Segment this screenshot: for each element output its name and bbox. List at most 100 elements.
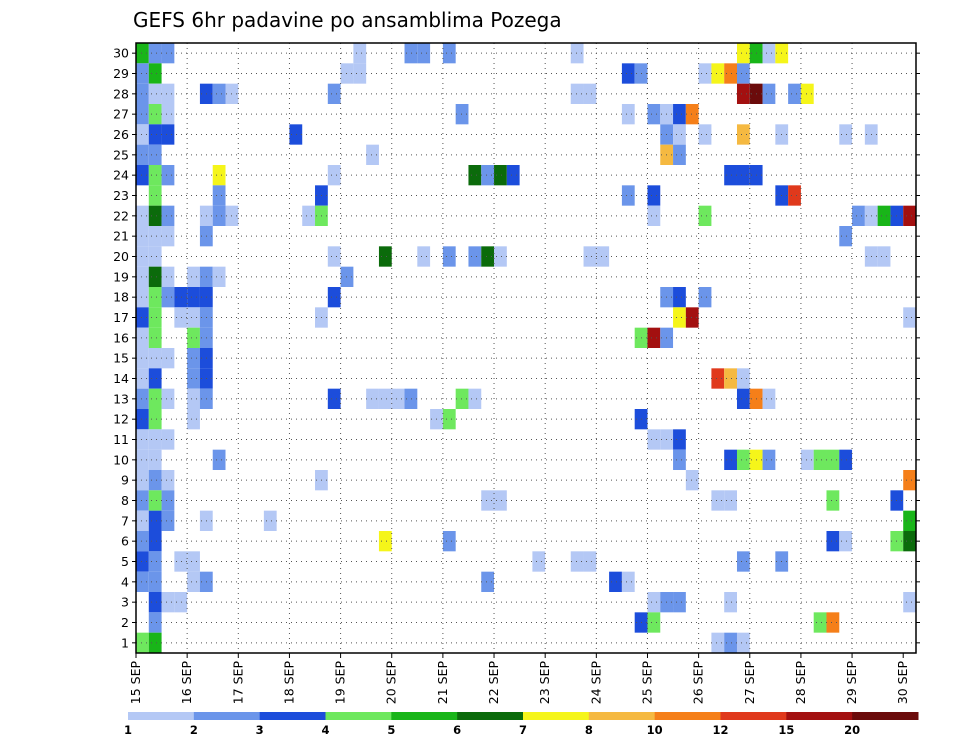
- heatmap-cell: [724, 490, 737, 511]
- heatmap-cell: [187, 571, 200, 592]
- heatmap-cell: [724, 592, 737, 613]
- heatmap-cell: [673, 429, 686, 450]
- heatmap-cell: [468, 165, 482, 186]
- y-tick-label: 19: [113, 269, 129, 284]
- chart-title: GEFS 6hr padavine po ansamblima Pozega: [133, 8, 562, 32]
- heatmap-cell: [494, 490, 507, 511]
- x-tick-label: 30 SEP: [895, 661, 910, 705]
- heatmap-cell: [724, 368, 737, 389]
- heatmap-cell: [148, 409, 162, 430]
- heatmap-cell: [161, 266, 175, 287]
- heatmap-cell: [136, 266, 149, 287]
- heatmap-cell: [289, 124, 303, 145]
- heatmap-cell: [800, 449, 814, 470]
- colorbar-swatch: [128, 712, 195, 720]
- heatmap-cell: [711, 63, 725, 84]
- heatmap-cell: [161, 592, 175, 613]
- heatmap-cell: [148, 531, 162, 552]
- x-tick-label: 25 SEP: [639, 661, 654, 705]
- heatmap-cell: [148, 449, 162, 470]
- y-tick-label: 28: [113, 86, 129, 101]
- heatmap-cell: [442, 531, 456, 552]
- colorbar-label: 3: [256, 723, 264, 737]
- colorbar-label: 1: [124, 723, 132, 737]
- heatmap-cell: [148, 83, 162, 104]
- heatmap-cell: [736, 63, 750, 84]
- heatmap-cell: [839, 449, 853, 470]
- heatmap-cell: [481, 165, 495, 186]
- heatmap-cell: [788, 185, 801, 206]
- heatmap-cell: [187, 287, 200, 308]
- heatmap-cell: [148, 43, 162, 64]
- heatmap-cell: [174, 551, 188, 572]
- heatmap-cell: [136, 449, 149, 470]
- y-tick-label: 10: [113, 452, 129, 467]
- heatmap-cell: [404, 43, 418, 64]
- heatmap-cell: [161, 429, 175, 450]
- heatmap-cell: [136, 226, 149, 247]
- heatmap-cell: [826, 531, 840, 552]
- heatmap-cell: [583, 83, 597, 104]
- heatmap-cell: [673, 144, 686, 165]
- heatmap-cell: [647, 327, 661, 348]
- colorbar-label: 8: [585, 723, 593, 737]
- heatmap-cell: [583, 246, 597, 267]
- heatmap-cell: [148, 368, 162, 389]
- heatmap-cell: [148, 571, 162, 592]
- x-tick-label: 19 SEP: [333, 661, 348, 705]
- y-tick-label: 3: [121, 595, 129, 610]
- heatmap-cell: [187, 368, 200, 389]
- heatmap-cell: [148, 612, 162, 633]
- heatmap-cell: [161, 83, 175, 104]
- heatmap-cell: [212, 165, 226, 186]
- heatmap-cell: [877, 246, 891, 267]
- heatmap-cell: [148, 327, 162, 348]
- heatmap-cell: [136, 409, 149, 430]
- heatmap-cell: [736, 388, 750, 409]
- heatmap-cell: [187, 388, 200, 409]
- heatmap-cell: [148, 388, 162, 409]
- heatmap-cell: [788, 83, 801, 104]
- heatmap-cell: [826, 490, 840, 511]
- heatmap-cell: [161, 490, 175, 511]
- heatmap-cell: [442, 246, 456, 267]
- y-tick-label: 2: [121, 615, 129, 630]
- heatmap-cell: [762, 83, 776, 104]
- plot-frame: [135, 42, 917, 654]
- x-axis-tick-labels: 15 SEP 16 SEP 17 SEP 18 SEP 19 SEP 20 SEP 21 S…: [128, 661, 910, 705]
- heatmap-cell: [148, 592, 162, 613]
- x-tick-label: 20 SEP: [384, 661, 399, 705]
- colorbar-label: 20: [844, 723, 860, 737]
- heatmap-cell: [148, 307, 162, 328]
- gridlines: [136, 43, 916, 653]
- heatmap-cell: [136, 571, 149, 592]
- heatmap-cell: [839, 226, 853, 247]
- x-tick-label: 16 SEP: [179, 661, 194, 705]
- heatmap-cell: [136, 551, 149, 572]
- heatmap-cell: [136, 144, 149, 165]
- heatmap-cell: [148, 490, 162, 511]
- heatmap-cell: [148, 510, 162, 531]
- colorbar: 1 2 3 4 5 6 7 8 10 12 15 20: [124, 712, 919, 737]
- heatmap-cell: [570, 83, 584, 104]
- heatmap-cell: [711, 632, 725, 653]
- heatmap-cell: [148, 348, 162, 369]
- x-tick-label: 28 SEP: [793, 661, 808, 705]
- heatmap-cell: [161, 388, 175, 409]
- heatmap-cell: [148, 104, 162, 125]
- heatmap-cell: [468, 246, 482, 267]
- heatmap-cell: [212, 266, 226, 287]
- heatmap-cell: [148, 266, 162, 287]
- colorbar-label: 15: [778, 723, 794, 737]
- heatmap-cell: [302, 205, 316, 226]
- heatmap-cell: [136, 531, 149, 552]
- heatmap-cell: [136, 307, 149, 328]
- heatmap-cell: [724, 449, 737, 470]
- heatmap-cell: [839, 531, 853, 552]
- heatmap-cell: [161, 124, 175, 145]
- heatmap-cell: [378, 388, 392, 409]
- heatmap-cell: [736, 632, 750, 653]
- heatmap-cell: [187, 327, 200, 348]
- heatmap-cell: [826, 612, 840, 633]
- heatmap-cell: [136, 490, 149, 511]
